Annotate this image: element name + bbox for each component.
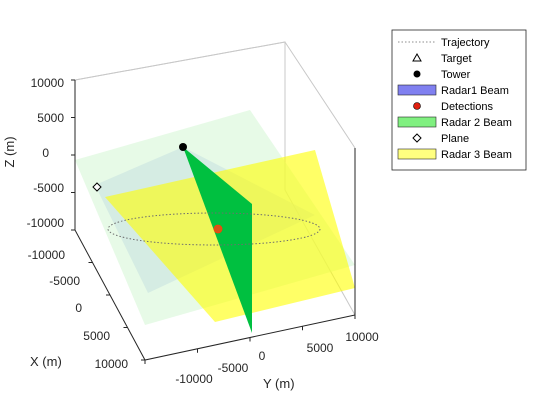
detection-marker <box>213 224 223 234</box>
legend-label: Target <box>441 53 472 65</box>
legend-plane-swatch <box>412 133 422 143</box>
legend-label: Plane <box>441 133 469 145</box>
x-tick-label: -5000 <box>49 274 80 288</box>
y-tick-label: 5000 <box>307 341 334 355</box>
y-tick-label: -10000 <box>175 372 213 386</box>
z-tick-label: 0 <box>42 146 49 160</box>
z-axis-label: Z (m) <box>2 136 17 167</box>
x-tick-label: 5000 <box>83 329 110 343</box>
legend-radar1-swatch <box>397 84 437 96</box>
z-tick-label: -10000 <box>27 216 65 230</box>
x-axis-label: X (m) <box>30 354 62 369</box>
y-axis-label: Y (m) <box>263 376 295 391</box>
legend-target-swatch <box>412 52 422 62</box>
z-tick-label: 10000 <box>31 76 65 90</box>
x-tick-label: 10000 <box>95 357 129 371</box>
legend-label: Trajectory <box>441 37 490 49</box>
legend-label: Radar 3 Beam <box>441 149 512 161</box>
tick-marks <box>71 79 356 364</box>
plane-marker <box>92 182 102 192</box>
legend-tower-swatch <box>413 70 421 78</box>
legend-box <box>391 29 527 171</box>
legend: Trajectory Target Tower Radar1 Beam Dete… <box>391 29 527 171</box>
y-tick-label: 0 <box>259 349 266 363</box>
y-tick-label: 10000 <box>345 330 379 344</box>
z-tick-label: 5000 <box>37 111 64 125</box>
legend-label: Detections <box>441 101 493 113</box>
y-tick-label: -5000 <box>218 361 249 375</box>
z-tick-label: -5000 <box>33 181 64 195</box>
radar2-beam <box>183 147 252 333</box>
x-tick-label: -10000 <box>28 248 66 262</box>
legend-label: Radar 2 Beam <box>441 117 512 129</box>
legend-detections-swatch <box>413 102 421 110</box>
trajectory-line <box>107 212 321 246</box>
legend-radar2-swatch <box>397 116 437 128</box>
tower-marker <box>179 143 187 151</box>
x-tick-label: 0 <box>75 301 82 315</box>
legend-label: Radar1 Beam <box>441 85 509 97</box>
legend-radar3-swatch <box>397 148 437 160</box>
legend-label: Tower <box>441 69 471 81</box>
